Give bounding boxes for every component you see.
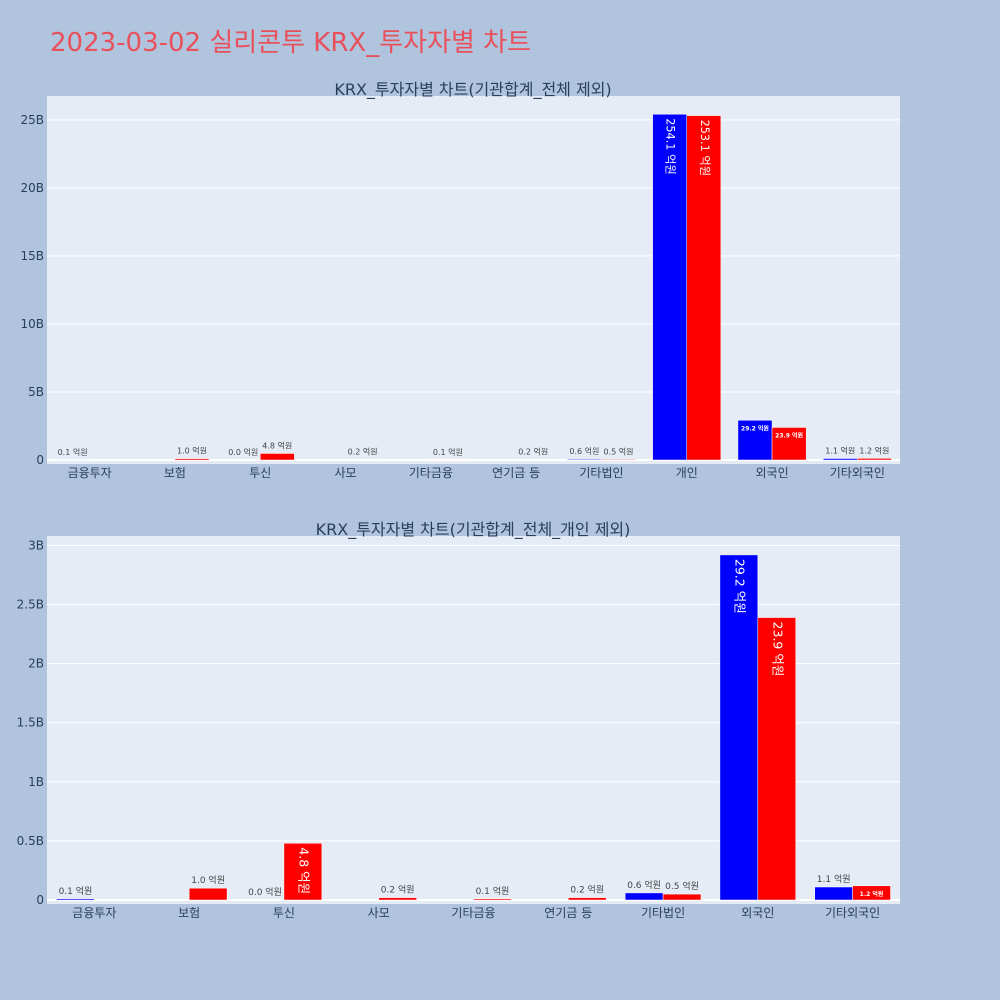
x-tick-label: 기타외국인 xyxy=(825,906,880,920)
data-label: 29.2 억원 xyxy=(741,424,769,432)
x-tick-label: 기타금융 xyxy=(451,906,495,920)
x-tick-label: 개인 xyxy=(676,466,698,480)
bar-buy xyxy=(814,886,853,901)
data-label: 0.0 억원 xyxy=(248,886,282,898)
bar-buy xyxy=(822,458,858,461)
x-tick-label: 금융투자 xyxy=(72,906,116,920)
bar-buy xyxy=(652,113,688,461)
chart-title: KRX_투자자별 차트(기관합계_전체_개인 제외) xyxy=(316,520,631,540)
data-label: 254.1 억원 xyxy=(664,118,678,174)
bar-sell xyxy=(473,898,512,901)
data-label: 0.2 억원 xyxy=(570,884,604,896)
x-tick-label: 외국인 xyxy=(741,906,774,920)
chart-top: KRX_투자자별 차트(기관합계_전체 제외) 0 5B 10B 15B 20B 25B 금… xyxy=(20,80,900,480)
y-tick-label: 1B xyxy=(28,775,44,789)
data-label: 0.1 억원 xyxy=(59,885,93,897)
data-label: 0.2 억원 xyxy=(348,447,378,457)
y-tick-label: 2B xyxy=(28,657,44,671)
data-label: 0.2 억원 xyxy=(381,884,415,896)
data-label: 0.1 억원 xyxy=(58,447,88,457)
x-tick-label: 기타법인 xyxy=(641,906,685,920)
x-tick-label: 연기금 등 xyxy=(544,906,592,920)
y-tick-label: 3B xyxy=(28,538,44,552)
page-title: 2023-03-02 실리콘투 KRX_투자자별 차트 xyxy=(50,28,532,58)
bar-sell xyxy=(601,459,636,461)
data-label: 0.1 억원 xyxy=(433,447,463,457)
data-label: 0.5 억원 xyxy=(604,446,634,456)
data-label: 1.0 억원 xyxy=(177,446,207,456)
bar-sell xyxy=(771,427,807,461)
data-label: 0.6 억원 xyxy=(627,879,661,891)
y-tick-label: 2.5B xyxy=(17,598,44,612)
x-tick-label: 사모 xyxy=(368,906,390,920)
bar-sell xyxy=(662,893,702,901)
data-label: 0.1 억원 xyxy=(476,885,510,897)
data-label: 0.5 억원 xyxy=(665,880,699,892)
y-tick-label: 20B xyxy=(20,181,44,195)
x-tick-label: 사모 xyxy=(335,466,357,480)
y-tick-label: 0 xyxy=(36,453,44,467)
bar-sell xyxy=(857,458,892,461)
x-tick-label: 기타금융 xyxy=(409,466,453,480)
data-label: 23.9 억원 xyxy=(770,622,785,677)
bar-sell xyxy=(174,458,210,461)
data-label: 0.2 억원 xyxy=(518,447,548,457)
data-label: 1.1 억원 xyxy=(825,446,855,456)
bar-buy xyxy=(624,892,664,901)
x-tick-label: 기타법인 xyxy=(579,466,623,480)
bar-buy xyxy=(719,554,759,901)
bar-sell xyxy=(757,617,796,901)
bar-sell xyxy=(283,843,323,901)
bar-buy xyxy=(567,458,602,461)
y-tick-label: 1.5B xyxy=(17,716,44,730)
bar-sell xyxy=(686,115,722,461)
data-label: 1.1 억원 xyxy=(817,873,851,885)
x-tick-label: 보험 xyxy=(178,906,200,920)
data-label: 253.1 억원 xyxy=(698,120,712,176)
x-tick-label: 투신 xyxy=(249,466,271,480)
data-label: 29.2 억원 xyxy=(732,559,747,614)
data-label: 23.9 억원 xyxy=(775,431,803,439)
data-label: 4.8 억원 xyxy=(296,847,311,894)
y-tick-label: 15B xyxy=(20,249,44,263)
y-tick-label: 5B xyxy=(28,385,44,399)
data-label: 0.0 억원 xyxy=(228,447,258,457)
x-tick-label: 보험 xyxy=(164,466,186,480)
bar-sell xyxy=(568,897,607,901)
y-tick-label: 10B xyxy=(20,317,44,331)
data-label: 1.2 억원 xyxy=(859,445,889,455)
chart-bottom: KRX_투자자별 차트(기관합계_전체_개인 제외) 0 0.5B 1B 1.5B 2B… xyxy=(17,520,900,920)
x-tick-label: 외국인 xyxy=(755,466,788,480)
bar-buy xyxy=(56,898,95,901)
bar-sell xyxy=(260,453,295,461)
x-tick-label: 기타외국인 xyxy=(830,466,885,480)
data-label: 1.0 억원 xyxy=(191,874,225,886)
x-tick-label: 연기금 등 xyxy=(492,466,540,480)
plot-area xyxy=(47,96,900,464)
y-tick-label: 0.5B xyxy=(17,834,44,848)
data-label: 1.2 억원 xyxy=(860,890,884,898)
y-tick-label: 0 xyxy=(36,893,44,907)
bar-sell xyxy=(852,885,891,901)
x-tick-label: 투신 xyxy=(273,906,295,920)
data-label: 0.6 억원 xyxy=(569,446,599,456)
chart-title: KRX_투자자별 차트(기관합계_전체 제외) xyxy=(334,80,611,100)
bar-sell xyxy=(188,887,228,901)
bar-sell xyxy=(378,897,417,901)
x-tick-label: 금융투자 xyxy=(68,466,112,480)
y-tick-label: 25B xyxy=(20,113,44,127)
data-label: 4.8 억원 xyxy=(262,440,292,450)
